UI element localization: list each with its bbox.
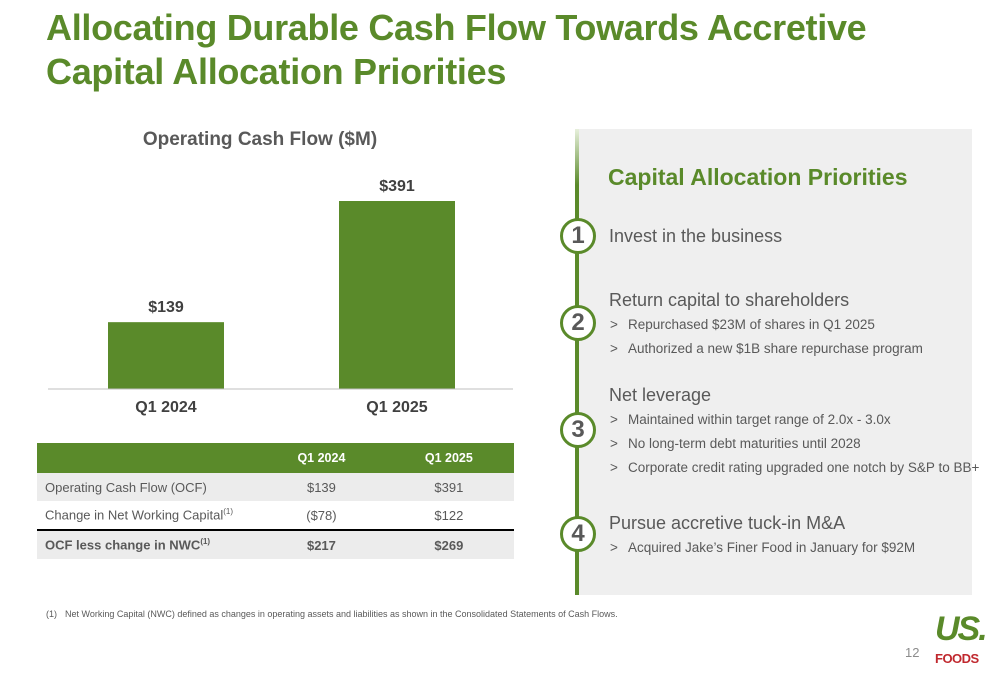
bar-q1-2025 — [339, 201, 455, 389]
x-tick-label: Q1 2024 — [135, 399, 196, 416]
table-total-row: OCF less change in NWC(1) $217 $269 — [37, 529, 514, 559]
priority-1-number-badge: 1 — [560, 218, 596, 254]
cell-total-q1-2024: $217 — [259, 529, 384, 559]
priority-2-bullet: > Repurchased $23M of shares in Q1 2025 — [610, 317, 875, 332]
bullet-marker: > — [610, 412, 618, 427]
us-foods-logo: US. FOODS — [933, 610, 989, 670]
page-number: 12 — [905, 645, 920, 660]
priority-4-heading: Pursue accretive tuck-in M&A — [609, 513, 846, 533]
cell-total-q1-2025: $269 — [383, 529, 514, 559]
cell-nwc-q1-2024: ($78) — [259, 501, 384, 530]
footnote-text: Net Working Capital (NWC) defined as cha… — [65, 609, 618, 619]
priority-3-number-badge: 3 — [560, 412, 596, 448]
table-row: Change in Net Working Capital(1) ($78) $… — [37, 501, 514, 530]
priorities-title: Capital Allocation Priorities — [608, 164, 908, 190]
priority-4-bullet: > Acquired Jake’s Finer Food in January f… — [610, 540, 916, 555]
logo-foods-text: FOODS — [935, 651, 979, 666]
priorities-panel — [578, 129, 972, 595]
cell-nwc-q1-2025: $122 — [383, 501, 514, 530]
footnote-ref: (1) — [200, 537, 211, 547]
priorities-timeline-line — [575, 129, 579, 595]
slide-title: Allocating Durable Cash Flow Towards Acc… — [46, 6, 946, 94]
priority-3-bullet: > Corporate credit rating upgraded one no… — [610, 460, 980, 475]
data-label: $391 — [379, 178, 415, 195]
row-label-ocf-less-nwc: OCF less change in NWC(1) — [37, 529, 260, 559]
chart-title: Operating Cash Flow ($M) — [143, 129, 377, 150]
bar-q1-2024 — [108, 322, 224, 389]
operating-cash-flow-chart: Operating Cash Flow ($M) $139 Q1 2024 $391 Q… — [48, 129, 513, 416]
cash-flow-table: Q1 2024 Q1 2025 Operating Cash Flow (OCF… — [37, 443, 514, 559]
row-label-nwc-change: Change in Net Working Capital(1) — [37, 501, 260, 530]
priority-3-heading: Net leverage — [609, 385, 712, 405]
bullet-marker: > — [610, 460, 618, 475]
priority-3-bullet: > Maintained within target range of 2.0x … — [610, 412, 891, 427]
bullet-marker: > — [610, 341, 618, 356]
footnote-ref: (1) — [223, 507, 234, 517]
table-header-q1-2024: Q1 2024 — [259, 443, 384, 473]
priority-2-heading: Return capital to shareholders — [609, 290, 850, 310]
table-header-q1-2025: Q1 2025 — [383, 443, 514, 473]
priority-4-number-badge: 4 — [560, 516, 596, 552]
priority-1-heading: Invest in the business — [609, 226, 783, 246]
bullet-marker: > — [610, 436, 618, 451]
priority-2-number-badge: 2 — [560, 305, 596, 341]
row-label-ocf: Operating Cash Flow (OCF) — [37, 473, 260, 501]
priority-3-bullet: > No long-term debt maturities until 2028 — [610, 436, 861, 451]
table-header-blank — [37, 443, 260, 473]
data-label: $139 — [148, 299, 184, 316]
table-row: Operating Cash Flow (OCF) $139 $391 — [37, 473, 514, 501]
bullet-marker: > — [610, 317, 618, 332]
logo-us-text: US. — [935, 610, 988, 648]
cell-ocf-q1-2025: $391 — [383, 473, 514, 501]
bullet-marker: > — [610, 540, 618, 555]
slide-title-line-1: Allocating Durable Cash Flow Towards Acc… — [46, 7, 867, 48]
footnote-number: (1) — [46, 609, 57, 619]
cell-ocf-q1-2024: $139 — [259, 473, 384, 501]
table-header-row: Q1 2024 Q1 2025 — [37, 443, 514, 473]
x-tick-label: Q1 2025 — [366, 399, 427, 416]
footnote: (1) Net Working Capital (NWC) defined as … — [46, 609, 618, 619]
slide-title-line-2: Capital Allocation Priorities — [46, 51, 507, 92]
priority-2-bullet: > Authorized a new $1B share repurchase p… — [610, 341, 923, 356]
